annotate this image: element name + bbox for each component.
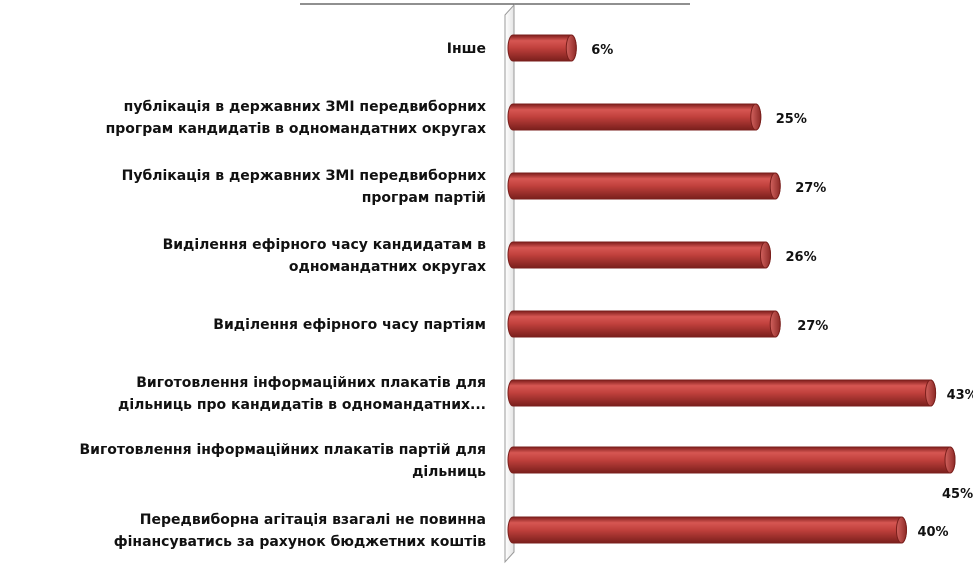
- value-label-5: 43%: [947, 388, 973, 403]
- labels-layer: 6% Інше 25% публікація в державних ЗМІ пере…: [80, 41, 973, 550]
- bar-cap-3: [759, 241, 771, 269]
- category-label-7: Передвиборна агітація взагалі не повинна…: [114, 512, 486, 550]
- bar-7: [507, 516, 907, 544]
- bar-cap-5: [925, 379, 937, 407]
- category-label-3: Виділення ефірного часу кандидатам в одно…: [163, 237, 487, 275]
- value-label-3: 26%: [785, 250, 816, 265]
- category-label-0: Інше: [447, 41, 486, 57]
- bar-cap-2: [769, 172, 781, 200]
- bar-5: [507, 379, 937, 407]
- bar-4: [507, 310, 781, 338]
- bar-cap-4: [769, 310, 781, 338]
- bar-2: [507, 172, 781, 200]
- category-label-2: Публікація в державних ЗМІ передвиборних…: [122, 168, 486, 206]
- bar-cap-0: [565, 34, 577, 62]
- category-label-5: Виготовлення інформаційних плакатів для д…: [118, 375, 486, 413]
- category-label-1: публікація в державних ЗМІ передвиборних…: [106, 99, 486, 137]
- value-label-0: 6%: [591, 43, 613, 58]
- value-label-4: 27%: [797, 319, 828, 334]
- bars-layer: [507, 34, 956, 544]
- bar-cap-6: [944, 446, 956, 474]
- value-label-7: 40%: [917, 525, 948, 540]
- value-label-1: 25%: [776, 112, 807, 127]
- value-label-6: 45%: [942, 487, 973, 502]
- bar-1: [507, 103, 762, 131]
- category-label-4: Виділення ефірного часу партіям: [213, 317, 486, 333]
- bar-cap-7: [895, 516, 907, 544]
- category-label-6: Виготовлення інформаційних плакатів парт…: [80, 442, 487, 480]
- value-label-2: 27%: [795, 181, 826, 196]
- bar-3: [507, 241, 771, 269]
- bar-cap-1: [750, 103, 762, 131]
- category-axis-wall: [504, 3, 515, 564]
- bar-6: [507, 446, 956, 474]
